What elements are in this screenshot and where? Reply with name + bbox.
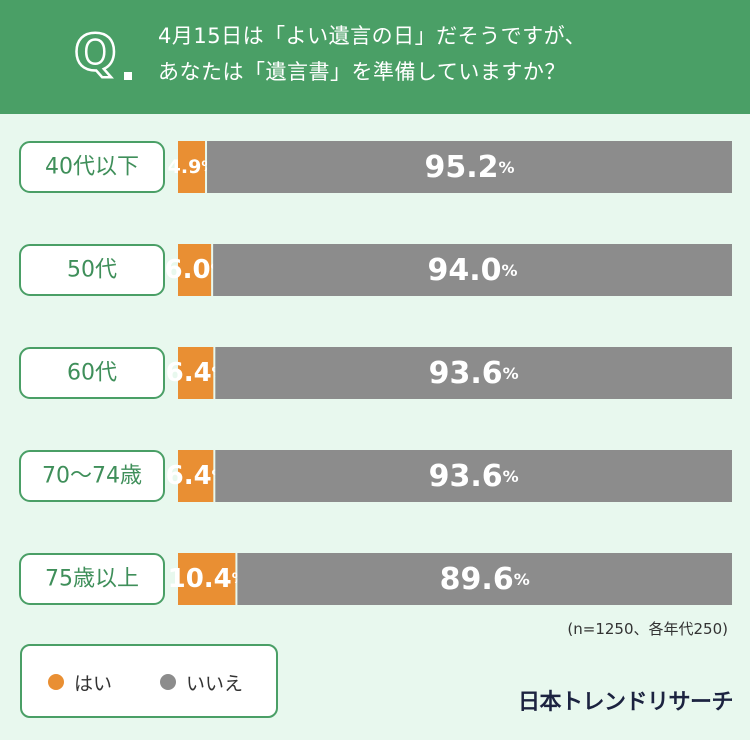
question-line-1: 4月15日は「よい遺言の日」だそうですが、	[158, 24, 587, 48]
bar-no	[215, 450, 732, 502]
q-icon: Q	[73, 24, 118, 82]
stacked-bar-chart: 40代以下4.9%95.2%50代6.0%94.0%60代6.4%93.6%70…	[19, 141, 732, 605]
bar-yes-label: 10.4%	[168, 564, 246, 594]
bar-no	[237, 553, 732, 605]
question-header: Q 4月15日は「よい遺言の日」だそうですが、 あなたは「遺言書」を準備していま…	[0, 0, 750, 114]
bar-yes	[178, 141, 206, 193]
question-line-2: あなたは「遺言書」を準備していますか？	[158, 60, 566, 84]
category-label: 75歳以上	[45, 567, 139, 592]
bar-no-label: 94.0%	[428, 253, 518, 288]
bar-no-label: 89.6%	[440, 562, 530, 597]
legend: はい いいえ	[20, 644, 278, 718]
category-label: 60代	[67, 361, 117, 386]
category-box	[19, 553, 165, 605]
category-box	[19, 347, 165, 399]
bar-no	[215, 347, 732, 399]
category-box	[19, 450, 165, 502]
bar-yes	[178, 244, 212, 296]
bar-no-label: 93.6%	[429, 459, 519, 494]
q-dot-icon	[124, 72, 132, 80]
legend-label-iie: いいえ	[186, 673, 244, 695]
bar-yes	[178, 347, 214, 399]
bar-no	[207, 141, 732, 193]
legend-dot-hai	[48, 674, 64, 690]
category-label: 50代	[67, 258, 117, 283]
bar-yes	[178, 450, 214, 502]
bar-yes	[178, 553, 236, 605]
brand-logo: 日本トレンドリサーチ	[518, 690, 734, 715]
legend-label-hai: はい	[74, 673, 113, 695]
legend-dot-iie	[160, 674, 176, 690]
category-box	[19, 141, 165, 193]
bar-no-label: 93.6%	[429, 356, 519, 391]
category-label: 40代以下	[45, 155, 139, 180]
question-text: 4月15日は「よい遺言の日」だそうですが、 あなたは「遺言書」を準備していますか…	[158, 18, 738, 90]
bar-no-label: 95.2%	[424, 150, 514, 185]
category-label: 70〜74歳	[42, 464, 142, 489]
bar-no	[213, 244, 732, 296]
category-box	[19, 244, 165, 296]
sample-size-note: (n=1250、各年代250)	[567, 620, 728, 638]
